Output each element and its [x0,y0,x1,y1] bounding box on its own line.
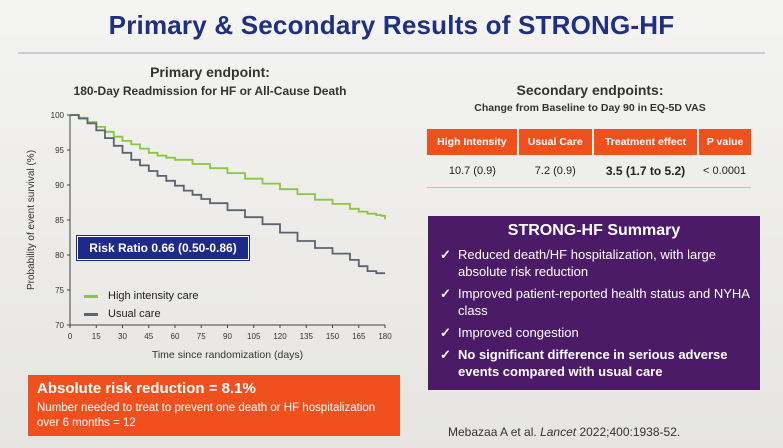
km-survival-chart: 70 75 80 85 90 95 100 0 15 30 45 60 75 90 105 120 135 150… [26,111,392,361]
summary-item-text: Improved congestion [458,325,579,340]
x-tick-label: 105 [247,332,261,341]
col-header-p-value: P value [698,129,751,155]
cell-usual-care: 7.2 (0.9) [517,155,593,188]
x-tick-label: 165 [352,332,366,341]
y-tick-label: 85 [55,216,64,225]
legend-swatch-high-intensity [84,294,98,298]
check-icon: ✓ [440,347,451,362]
x-axis-label: Time since randomization (days) [152,349,303,361]
y-tick-label: 75 [55,286,64,295]
y-tick-label: 100 [51,111,65,120]
check-icon: ✓ [440,325,451,340]
summary-box: STRONG-HF Summary ✓ Reduced death/HF hos… [428,216,760,390]
secondary-results-table: High Intensity Usual Care Treatment effe… [427,129,751,188]
primary-endpoint-heading: Primary endpoint: [150,64,270,80]
x-tick-label: 30 [118,332,127,341]
x-tick-label: 120 [273,332,287,341]
x-tick-label: 0 [68,332,73,341]
citation: Mebazaa A et al. Lancet 2022;400:1938-52… [448,425,680,439]
check-icon: ✓ [440,247,451,262]
y-tick-label: 70 [55,321,64,330]
x-tick-label: 45 [144,332,153,341]
summary-item: ✓ No significant difference in serious a… [440,346,755,380]
col-header-treatment-effect: Treatment effect [592,129,700,155]
x-tick-label: 180 [378,332,392,341]
x-tick-label: 15 [92,332,101,341]
summary-item: ✓ Improved patient-reported health statu… [440,285,755,319]
absolute-risk-box: Absolute risk reduction = 8.1% Number ne… [28,375,400,436]
legend-item-high-intensity: High intensity care [84,287,199,305]
summary-title: STRONG-HF Summary [507,222,681,239]
col-header-usual-care: Usual Care [517,129,594,155]
legend-swatch-usual-care [84,312,98,316]
primary-endpoint-subheading: 180-Day Readmission for HF or All-Cause … [73,84,347,98]
legend-item-usual-care: Usual care [84,305,199,323]
series-line-high-intensity [70,114,386,220]
citation-details: 2022;400:1938-52. [579,425,681,439]
legend-label-high-intensity: High intensity care [108,290,199,302]
x-tick-label: 150 [326,332,340,341]
y-tick-label: 90 [55,181,64,190]
summary-item-text: No significant difference in serious adv… [458,347,728,379]
table-row: 10.7 (0.9) 7.2 (0.9) 3.5 (1.7 to 5.2) < … [427,155,751,188]
secondary-endpoints-subheading: Change from Baseline to Day 90 in EQ-5D … [474,102,706,114]
summary-item-text: Reduced death/HF hospitalization, with l… [458,247,716,279]
y-tick-label: 95 [55,146,64,155]
secondary-endpoints-heading: Secondary endpoints: [516,82,664,98]
x-tick-label: 75 [197,332,206,341]
x-tick-label: 90 [223,332,232,341]
cell-treatment-effect: 3.5 (1.7 to 5.2) [592,155,699,188]
x-tick-label: 60 [171,332,180,341]
legend-label-usual-care: Usual care [108,308,161,320]
cell-high-intensity: 10.7 (0.9) [427,155,518,188]
absolute-risk-title: Absolute risk reduction = 8.1% [37,380,256,397]
y-axis-label: Probability of event survival (%) [26,150,37,290]
summary-list: ✓ Reduced death/HF hospitalization, with… [440,246,755,385]
table-header-row: High Intensity Usual Care Treatment effe… [427,129,751,155]
citation-authors: Mebazaa A et al. [448,425,537,439]
citation-journal: Lancet [540,425,577,439]
series-line-usual-care [70,114,385,275]
chart-legend: High intensity care Usual care [84,287,199,323]
cell-p-value: < 0.0001 [698,155,751,188]
slide-title: Primary & Secondary Results of STRONG-HF [108,10,675,40]
col-header-high-intensity: High Intensity [427,129,519,155]
title-divider [18,52,765,54]
summary-item: ✓ Reduced death/HF hospitalization, with… [440,246,755,280]
y-tick-label: 80 [55,251,64,260]
nnt-text: Number needed to treat to prevent one de… [37,402,376,429]
summary-item: ✓ Improved congestion [440,324,755,341]
check-icon: ✓ [440,286,451,301]
summary-item-text: Improved patient-reported health status … [458,286,750,318]
x-tick-label: 135 [300,332,314,341]
risk-ratio-box: Risk Ratio 0.66 (0.50-0.86) [77,236,249,260]
